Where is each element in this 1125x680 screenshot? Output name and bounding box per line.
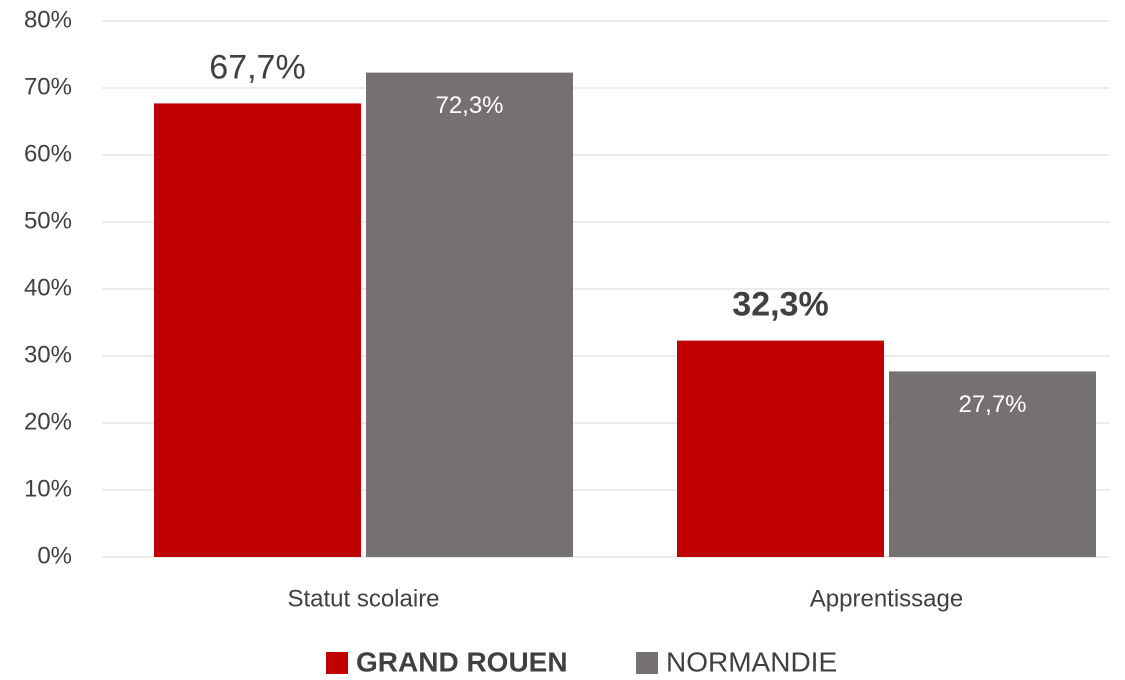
x-tick-label: Statut scolaire	[287, 585, 439, 612]
legend-label: NORMANDIE	[666, 646, 837, 677]
data-label: 32,3%	[732, 286, 828, 324]
data-label: 72,3%	[435, 92, 503, 119]
data-label: 67,7%	[209, 48, 305, 86]
y-tick-label: 80%	[24, 6, 72, 33]
y-tick-label: 40%	[24, 274, 72, 301]
legend-label: GRAND ROUEN	[356, 646, 568, 677]
y-tick-label: 30%	[24, 341, 72, 368]
legend-swatch	[326, 652, 348, 674]
legend-swatch	[636, 652, 658, 674]
y-tick-label: 0%	[37, 542, 72, 569]
bar	[366, 72, 573, 557]
y-tick-label: 60%	[24, 140, 72, 167]
bar	[677, 340, 884, 557]
x-tick-label: Apprentissage	[810, 585, 963, 612]
data-label: 27,7%	[958, 391, 1026, 418]
bar	[154, 103, 361, 557]
y-tick-label: 50%	[24, 207, 72, 234]
bar	[889, 371, 1096, 557]
y-tick-label: 10%	[24, 475, 72, 502]
y-tick-label: 20%	[24, 408, 72, 435]
y-tick-label: 70%	[24, 73, 72, 100]
